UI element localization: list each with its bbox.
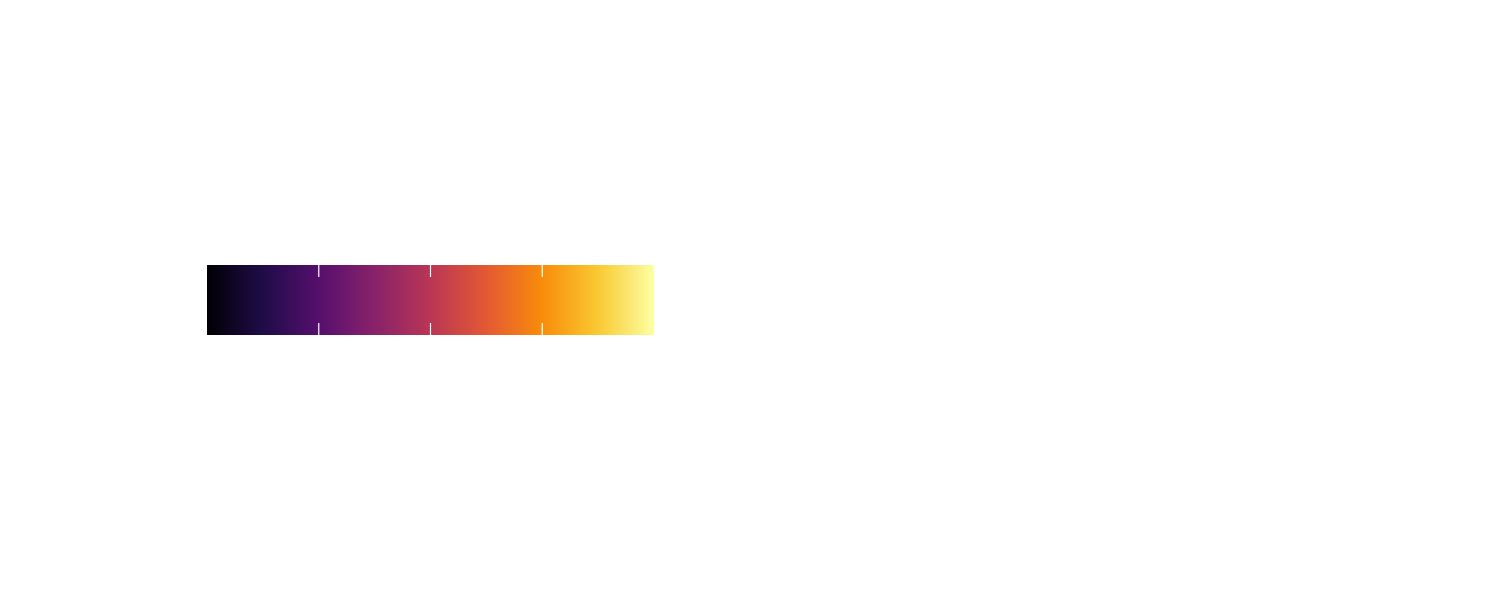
colorbar-ticks — [318, 265, 543, 335]
